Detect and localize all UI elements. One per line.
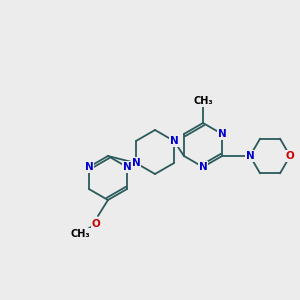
Text: N: N [218, 129, 226, 139]
Text: N: N [85, 162, 93, 172]
Text: CH₃: CH₃ [70, 229, 90, 239]
Text: N: N [199, 162, 207, 172]
Text: N: N [132, 158, 140, 168]
Text: N: N [246, 151, 254, 161]
Text: N: N [170, 136, 178, 146]
Text: O: O [92, 219, 100, 229]
Text: O: O [286, 151, 294, 161]
Text: N: N [123, 162, 131, 172]
Text: CH₃: CH₃ [193, 96, 213, 106]
